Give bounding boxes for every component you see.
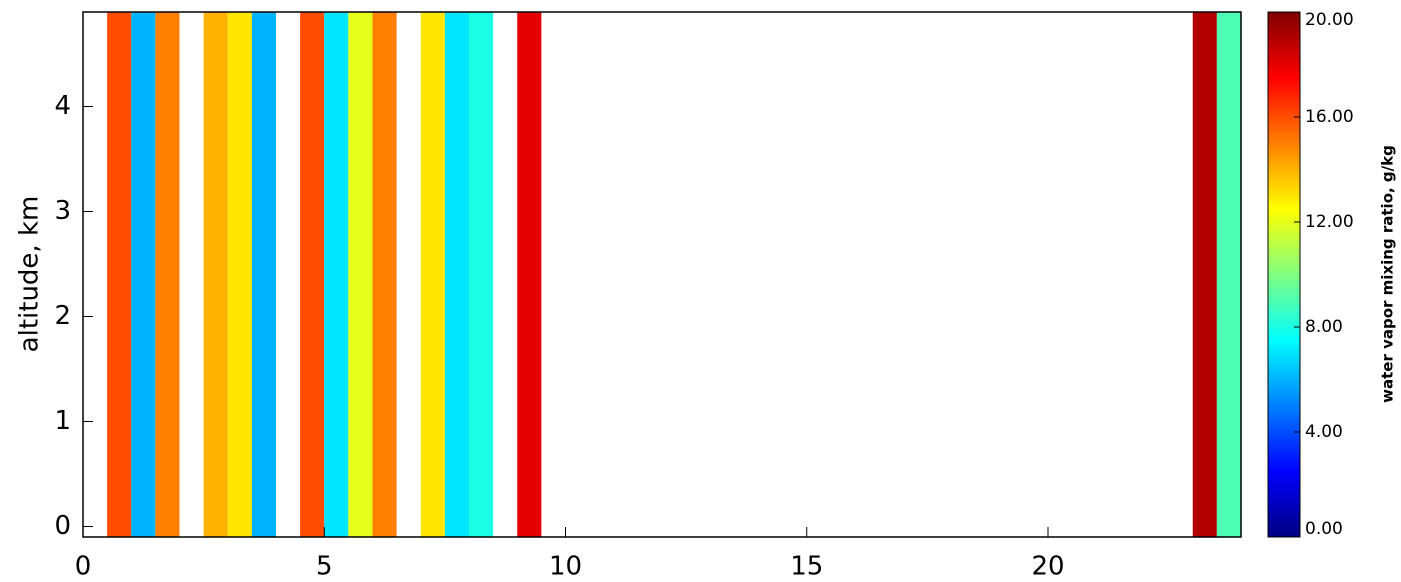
colorbar-label: water vapor mixing ratio, g/kg [1379, 145, 1397, 403]
x-tick-label: 10 [549, 552, 582, 582]
y-tick-label: 1 [54, 406, 71, 436]
heat-column [300, 12, 325, 537]
heat-column [131, 12, 156, 537]
heat-column [1216, 12, 1241, 537]
colorbar-tick-label: 16.00 [1305, 107, 1354, 127]
y-tick-label: 3 [54, 196, 71, 226]
heat-column [107, 12, 132, 537]
y-axis-label: altitude, km [15, 196, 45, 353]
colorbar-tick-label: 4.00 [1305, 422, 1343, 442]
colorbar-tick-label: 12.00 [1305, 212, 1354, 232]
colorbar-tick-label: 0.00 [1305, 519, 1343, 539]
heat-column [155, 12, 180, 537]
x-tick-label: 20 [1031, 552, 1064, 582]
heat-column [348, 12, 373, 537]
heat-column [1192, 12, 1217, 537]
heat-column [517, 12, 542, 537]
colorbar-tick-label: 8.00 [1305, 317, 1343, 337]
heat-column [203, 12, 228, 537]
heat-column [227, 12, 252, 537]
heat-column [420, 12, 445, 537]
heat-column [372, 12, 397, 537]
colorbar [1267, 11, 1301, 538]
x-tick-label: 15 [790, 552, 823, 582]
colorbar-tick-label: 20.00 [1305, 10, 1354, 30]
plot-frame [82, 11, 1242, 538]
x-tick-label: 0 [75, 552, 92, 582]
heat-column [251, 12, 276, 537]
x-tick-label: 5 [316, 552, 333, 582]
y-tick-label: 0 [54, 511, 71, 541]
y-tick-label: 4 [54, 91, 71, 121]
heat-column [469, 12, 494, 537]
heat-column [324, 12, 349, 537]
heat-column [444, 12, 469, 537]
y-tick-label: 2 [54, 301, 71, 331]
